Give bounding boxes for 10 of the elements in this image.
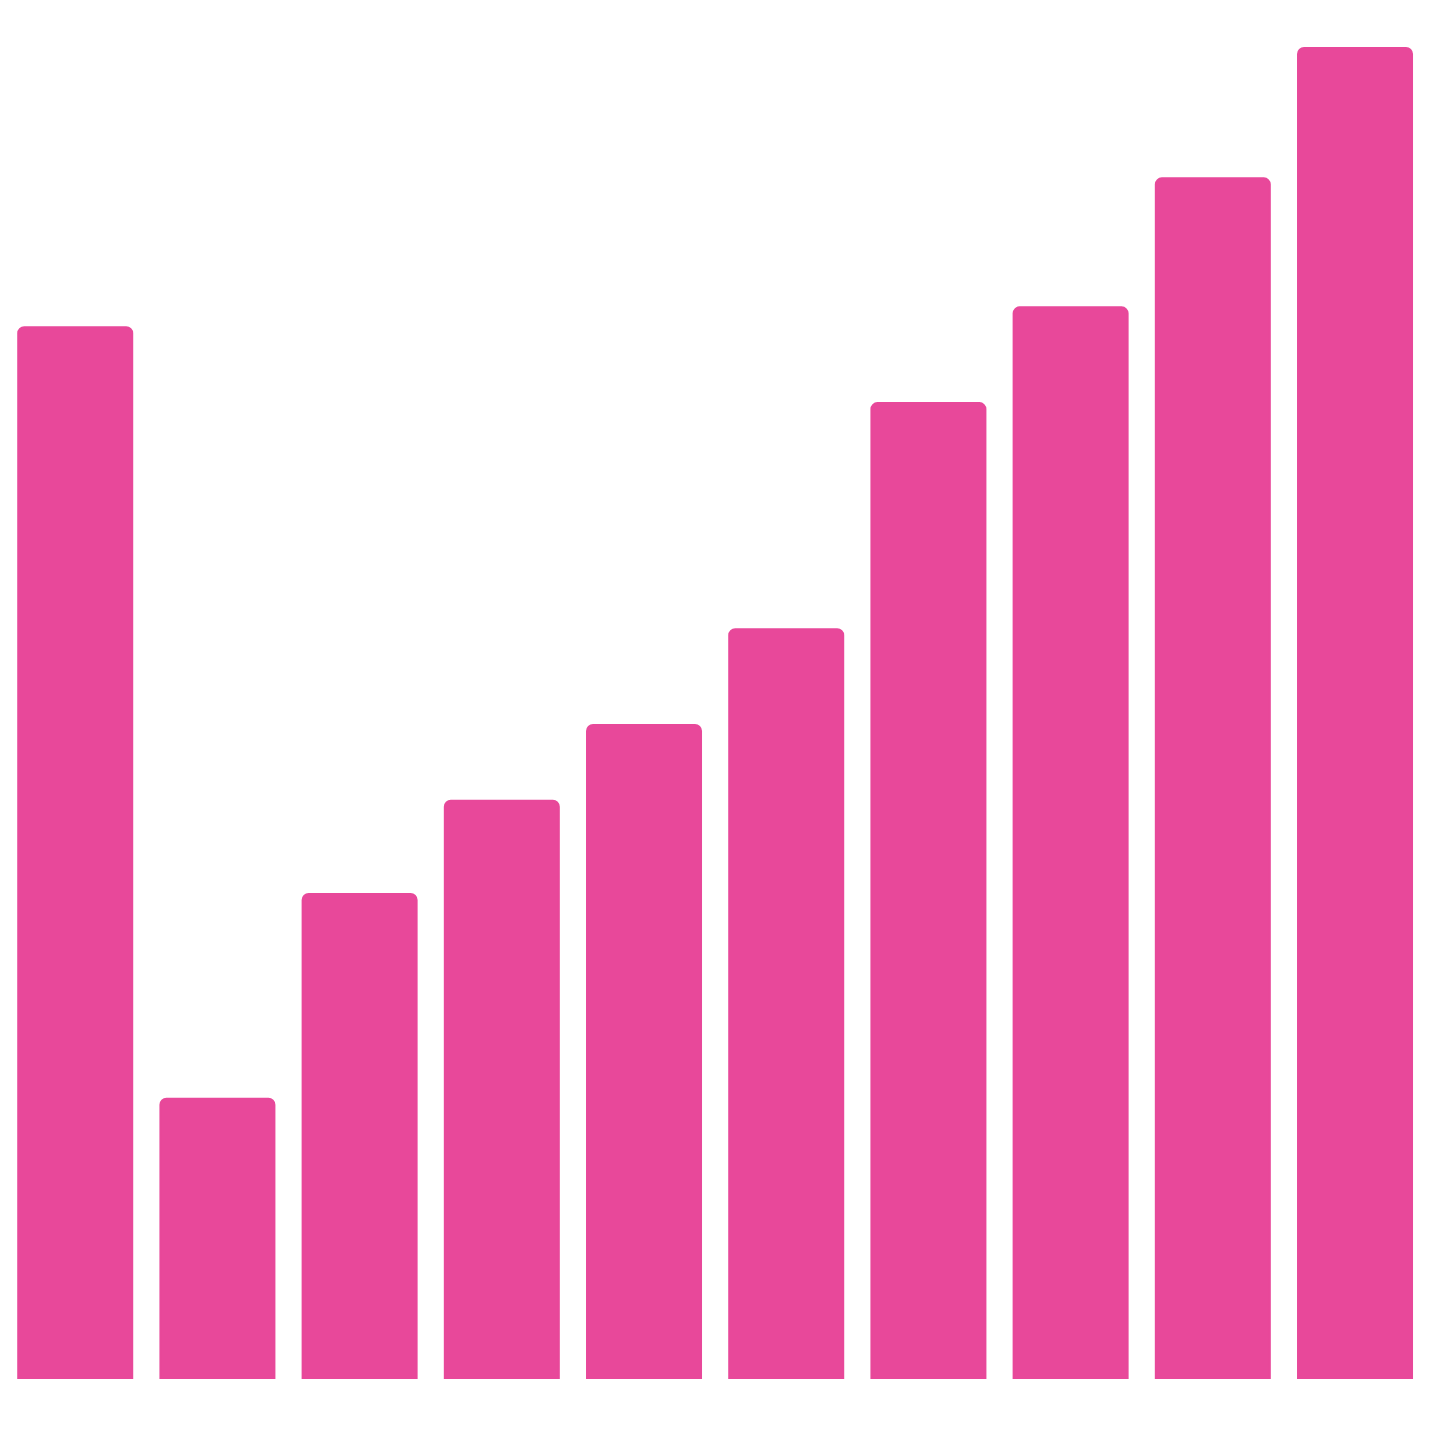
bar [870, 402, 987, 1379]
bar [728, 628, 845, 1379]
bar [443, 799, 560, 1379]
bar [301, 892, 418, 1379]
bar [1012, 306, 1129, 1379]
bar [1154, 177, 1271, 1379]
bar [17, 326, 134, 1379]
bar [159, 1097, 276, 1379]
bar [1297, 47, 1414, 1379]
bar [586, 723, 703, 1379]
